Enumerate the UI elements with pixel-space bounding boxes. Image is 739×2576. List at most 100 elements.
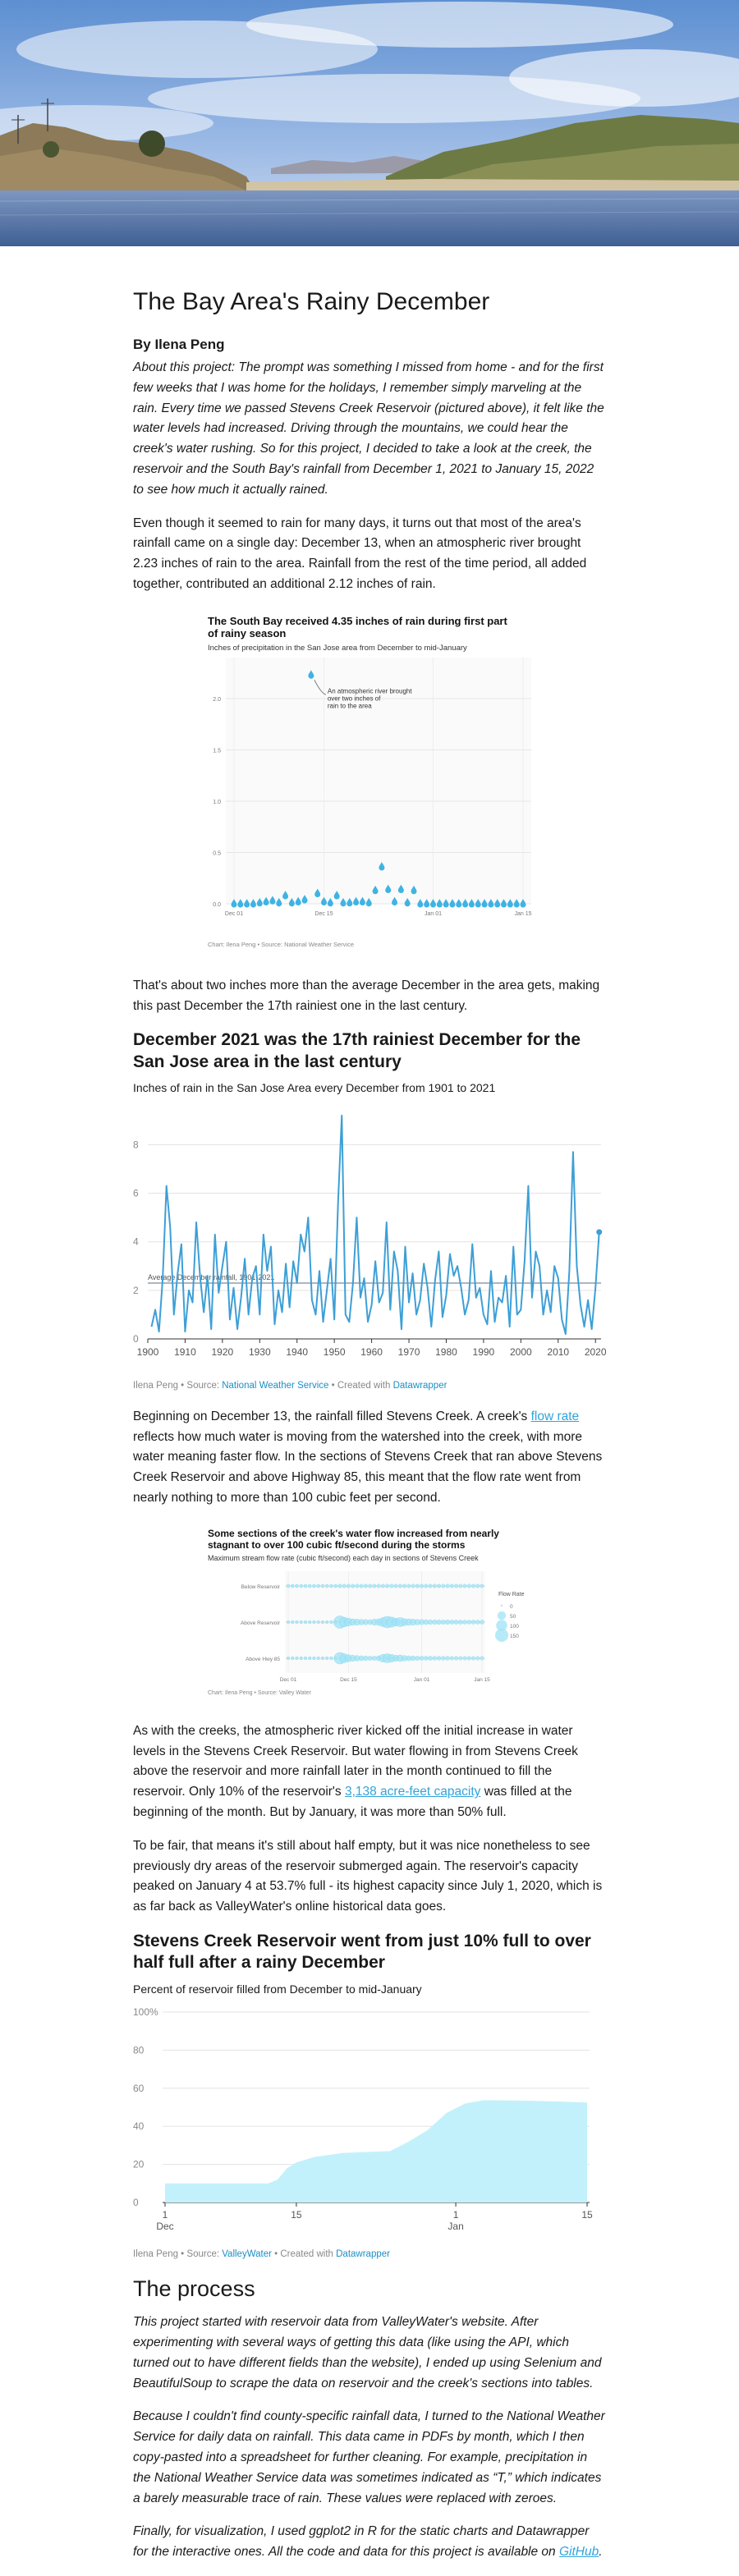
chart3-flow-bubble — [419, 1656, 425, 1661]
chart2-ytick-label: 2 — [133, 1285, 139, 1296]
chart2-xtick-label: 1980 — [435, 1346, 457, 1358]
chart3-flow-bubble — [346, 1584, 351, 1588]
chart1-raindrop-point — [263, 896, 269, 905]
chart2-xtick-label: 2000 — [510, 1346, 532, 1358]
chart3-flow-bubble — [458, 1584, 463, 1588]
credit-mid: • Created with — [328, 1380, 393, 1391]
chart3-flow-bubble — [424, 1656, 429, 1661]
chart2-marks: Average December rainfall, 1901-2021 — [148, 1114, 603, 1335]
chart3-flow-bubble — [453, 1619, 459, 1625]
chart3-flow-bubble — [291, 1656, 295, 1660]
december-chart-subtitle: Inches of rain in the San Jose Area ever… — [133, 1080, 496, 1094]
chart3-flow-bubble — [303, 1584, 308, 1588]
chart1-raindrop-point — [417, 898, 424, 908]
chart1-raindrop-point — [295, 896, 301, 905]
chart4-ytick-label: 0 — [133, 2197, 139, 2208]
capacity-link[interactable]: 3,138 acre-feet capacity — [344, 1785, 481, 1799]
chart3-flow-bubble — [320, 1656, 325, 1660]
chart3-flow-bubble — [389, 1584, 394, 1588]
chart3-flow-bubble — [445, 1619, 450, 1625]
chart3-flow-bubble — [415, 1655, 420, 1661]
process3-text: Finally, for visualization, I used ggplo… — [133, 2524, 590, 2560]
chart1-raindrop-point — [333, 890, 340, 900]
chart1-raindrop-point — [404, 897, 411, 907]
chart3-flow-bubble — [415, 1584, 420, 1588]
chart3-flow-bubble — [424, 1584, 429, 1588]
reservoir-chart-subtitle: Percent of reservoir filled from Decembe… — [133, 1982, 422, 1996]
chart3-legend-title: Flow Rate — [498, 1592, 525, 1597]
process-heading: The process — [133, 2276, 255, 2301]
chart3-flow-bubble — [466, 1656, 471, 1661]
chart1-raindrop-point — [314, 888, 321, 897]
chart3-flow-bubble — [320, 1620, 325, 1624]
chart3-flow-bubble — [295, 1656, 299, 1660]
chart1-raindrop-point — [327, 897, 333, 907]
chart3-legend-swatch — [496, 1620, 507, 1631]
chart3-xtick-label: Dec 15 — [340, 1677, 357, 1683]
chart3-flow-bubble — [449, 1619, 455, 1625]
chart3-flow-bubble — [432, 1619, 438, 1625]
chart1-raindrop-point — [424, 898, 430, 908]
chart1-raindrop-point — [429, 898, 436, 908]
credit-source-link[interactable]: National Weather Service — [222, 1380, 329, 1391]
chart3-flow-bubble — [406, 1655, 412, 1662]
chart3-flow-bubble — [428, 1584, 433, 1588]
december-chart-credit: Ilena Peng • Source: National Weather Se… — [133, 1381, 606, 1391]
chart2-xtick-label: 1910 — [174, 1346, 196, 1358]
rainfall-dot-chart: The South Bay received 4.35 inches of ra… — [201, 612, 538, 956]
chart3-flow-bubble — [449, 1584, 454, 1588]
chart3-flow-bubble — [480, 1584, 484, 1588]
paragraph-1: Even though it seemed to rain for many d… — [133, 516, 587, 591]
flow-rate-link[interactable]: flow rate — [530, 1409, 580, 1423]
chart3-flow-bubble — [411, 1655, 416, 1661]
chart3-flow-bubble — [385, 1584, 390, 1588]
chart3-flow-bubble — [324, 1584, 329, 1588]
chart3-flow-bubble — [432, 1656, 437, 1661]
chart3-flow-bubble — [466, 1584, 471, 1588]
credit-tool-link[interactable]: Datawrapper — [392, 1380, 448, 1391]
credit-source-link[interactable]: ValleyWater — [222, 2248, 272, 2259]
chart1-xtick-label: Dec 01 — [225, 911, 243, 917]
chart3-category-label: Below Reservoir — [241, 1584, 281, 1590]
chart3-flow-bubble — [480, 1656, 484, 1661]
chart3-flow-bubble — [363, 1655, 369, 1661]
chart1-ytick-label: 1.0 — [213, 800, 221, 805]
chart3-title-line2: stagnant to over 100 cubic ft/second dur… — [208, 1539, 466, 1551]
chart3-flow-bubble — [303, 1620, 308, 1624]
chart3-flow-bubble — [462, 1584, 467, 1588]
chart3-flow-bubble — [445, 1656, 450, 1661]
chart3-flow-bubble — [462, 1620, 467, 1625]
chart1-annotation: An atmospheric river brought over two inc… — [328, 687, 412, 709]
reservoir-chart-heading: Stevens Creek Reservoir went from just 1… — [133, 1932, 591, 1973]
chart3-flow-bubble — [457, 1619, 463, 1625]
chart3-flow-bubble — [329, 1584, 333, 1588]
chart2-last-point — [596, 1229, 603, 1235]
chart3-flow-bubble — [325, 1620, 329, 1624]
chart4-xtick-label: 1 — [453, 2209, 459, 2221]
chart3-legend-swatch — [497, 1611, 507, 1620]
hero-photo — [0, 0, 739, 246]
chart3-legend-label: 100 — [510, 1624, 519, 1629]
chart3-legend-label: 150 — [510, 1634, 519, 1639]
chart1-raindrop-point — [282, 890, 289, 900]
chart3-flow-bubble — [480, 1620, 484, 1625]
chart3-flow-bubble — [303, 1656, 308, 1660]
chart3-flow-bubble — [329, 1620, 333, 1624]
chart3-flow-bubble — [316, 1656, 320, 1660]
chart3-flow-bubble — [308, 1620, 312, 1624]
chart3-flow-bubble — [437, 1584, 442, 1588]
chart3-flow-bubble — [428, 1656, 433, 1661]
chart1-raindrop-point — [269, 896, 276, 905]
chart1-raindrop-point — [488, 898, 494, 908]
chart1-xtick-label: Jan 15 — [514, 911, 531, 917]
chart3-subtitle: Maximum stream flow rate (cubic ft/secon… — [208, 1554, 479, 1562]
chart1-raindrop-point — [365, 897, 372, 907]
credit-tool-link[interactable]: Datawrapper — [336, 2248, 390, 2259]
chart3-xtick-label: Jan 15 — [474, 1677, 490, 1683]
chart3-flow-bubble — [423, 1619, 429, 1625]
chart3-title-line1: Some sections of the creek's water flow … — [208, 1528, 499, 1539]
chart3-flow-bubble — [436, 1656, 442, 1661]
chart3-flow-bubble — [454, 1584, 458, 1588]
chart2-ytick-label: 4 — [133, 1236, 139, 1248]
chart1-raindrop-point — [276, 897, 282, 907]
